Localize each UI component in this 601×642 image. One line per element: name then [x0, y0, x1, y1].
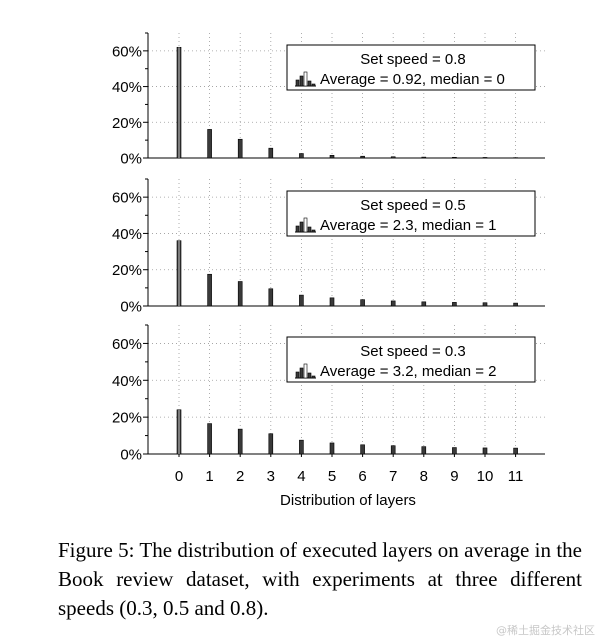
y-tick-label: 20%: [112, 262, 142, 279]
bar: [237, 428, 243, 455]
bar: [268, 288, 274, 307]
legend-box: [286, 336, 536, 383]
legend-glyph-bar: [303, 71, 308, 87]
x-tick-label: 10: [477, 468, 494, 485]
bar: [207, 273, 212, 307]
bar: [421, 301, 427, 307]
y-tick-label: 0%: [120, 299, 142, 316]
x-tick-label: 9: [450, 468, 458, 485]
legend-glyph-bar: [299, 75, 304, 87]
x-tick-label: 2: [236, 468, 244, 485]
bar: [299, 153, 304, 159]
y-tick-label: 40%: [112, 373, 142, 390]
bar: [329, 155, 335, 159]
legend-stats: Average = 2.3, median = 1: [320, 217, 497, 234]
y-tick-label: 40%: [112, 226, 142, 243]
bar: [329, 297, 335, 307]
y-tick-label: 20%: [112, 410, 142, 427]
x-tick-label: 6: [358, 468, 366, 485]
legend-glyph-bar: [299, 367, 304, 379]
bar: [482, 447, 488, 455]
legend-stats: Average = 0.92, median = 0: [320, 71, 505, 88]
bar: [513, 302, 518, 307]
bar: [360, 299, 365, 307]
legend-title: Set speed = 0.8: [360, 51, 466, 68]
legend-glyph-bar: [307, 372, 312, 379]
bar: [452, 447, 457, 455]
bar: [390, 445, 396, 455]
bar: [482, 302, 488, 307]
y-tick-label: 40%: [112, 79, 142, 96]
legend-glyph-bar: [303, 217, 308, 233]
bar: [513, 447, 518, 455]
bar: [207, 423, 212, 455]
bar: [329, 442, 335, 455]
bar: [360, 444, 365, 455]
legend-title: Set speed = 0.3: [360, 343, 466, 360]
bar: [299, 294, 304, 307]
bar: [237, 138, 243, 159]
y-tick-label: 0%: [120, 151, 142, 168]
bar: [482, 157, 488, 159]
x-tick-label: 3: [267, 468, 275, 485]
bar: [390, 156, 396, 159]
x-tick-label: 4: [297, 468, 305, 485]
legend-glyph-bar: [295, 371, 300, 379]
legend-box: [286, 190, 536, 237]
x-tick-label: 8: [420, 468, 428, 485]
legend-glyph-bar: [307, 80, 312, 87]
legend-glyph-bar: [295, 79, 300, 87]
y-tick-label: 60%: [112, 336, 142, 353]
y-tick-label: 60%: [112, 43, 142, 60]
x-tick-label: 7: [389, 468, 397, 485]
legend-glyph-bar: [295, 225, 300, 233]
x-tick-label: 11: [508, 468, 524, 485]
bar: [268, 433, 274, 455]
legend-glyph-bar: [307, 226, 312, 233]
x-tick-label: 5: [328, 468, 336, 485]
bar: [452, 156, 457, 159]
x-tick-label: 0: [175, 468, 183, 485]
x-axis-label: Distribution of layers: [280, 492, 416, 509]
legend-glyph-bar: [303, 363, 308, 379]
bar: [268, 147, 274, 159]
watermark: @稀土掘金技术社区: [496, 624, 595, 637]
y-tick-label: 20%: [112, 115, 142, 132]
bar: [452, 302, 457, 307]
bar: [513, 157, 518, 159]
bar: [237, 281, 243, 307]
bar: [421, 446, 427, 455]
figure-caption: Figure 5: The distribution of executed l…: [58, 538, 582, 620]
y-tick-label: 60%: [112, 190, 142, 207]
legend-glyph-bar: [311, 83, 316, 87]
legend-stats: Average = 3.2, median = 2: [320, 363, 497, 380]
bar: [390, 300, 396, 307]
bar: [421, 156, 427, 159]
y-tick-label: 0%: [120, 447, 142, 464]
legend-glyph-bar: [299, 221, 304, 233]
x-tick-label: 1: [205, 468, 213, 485]
legend-glyph-bar: [311, 229, 316, 233]
bar: [207, 129, 212, 159]
bar: [360, 155, 365, 159]
legend-title: Set speed = 0.5: [360, 197, 466, 214]
legend-glyph-bar: [311, 375, 316, 379]
legend-box: [286, 44, 536, 91]
bar: [299, 439, 304, 455]
